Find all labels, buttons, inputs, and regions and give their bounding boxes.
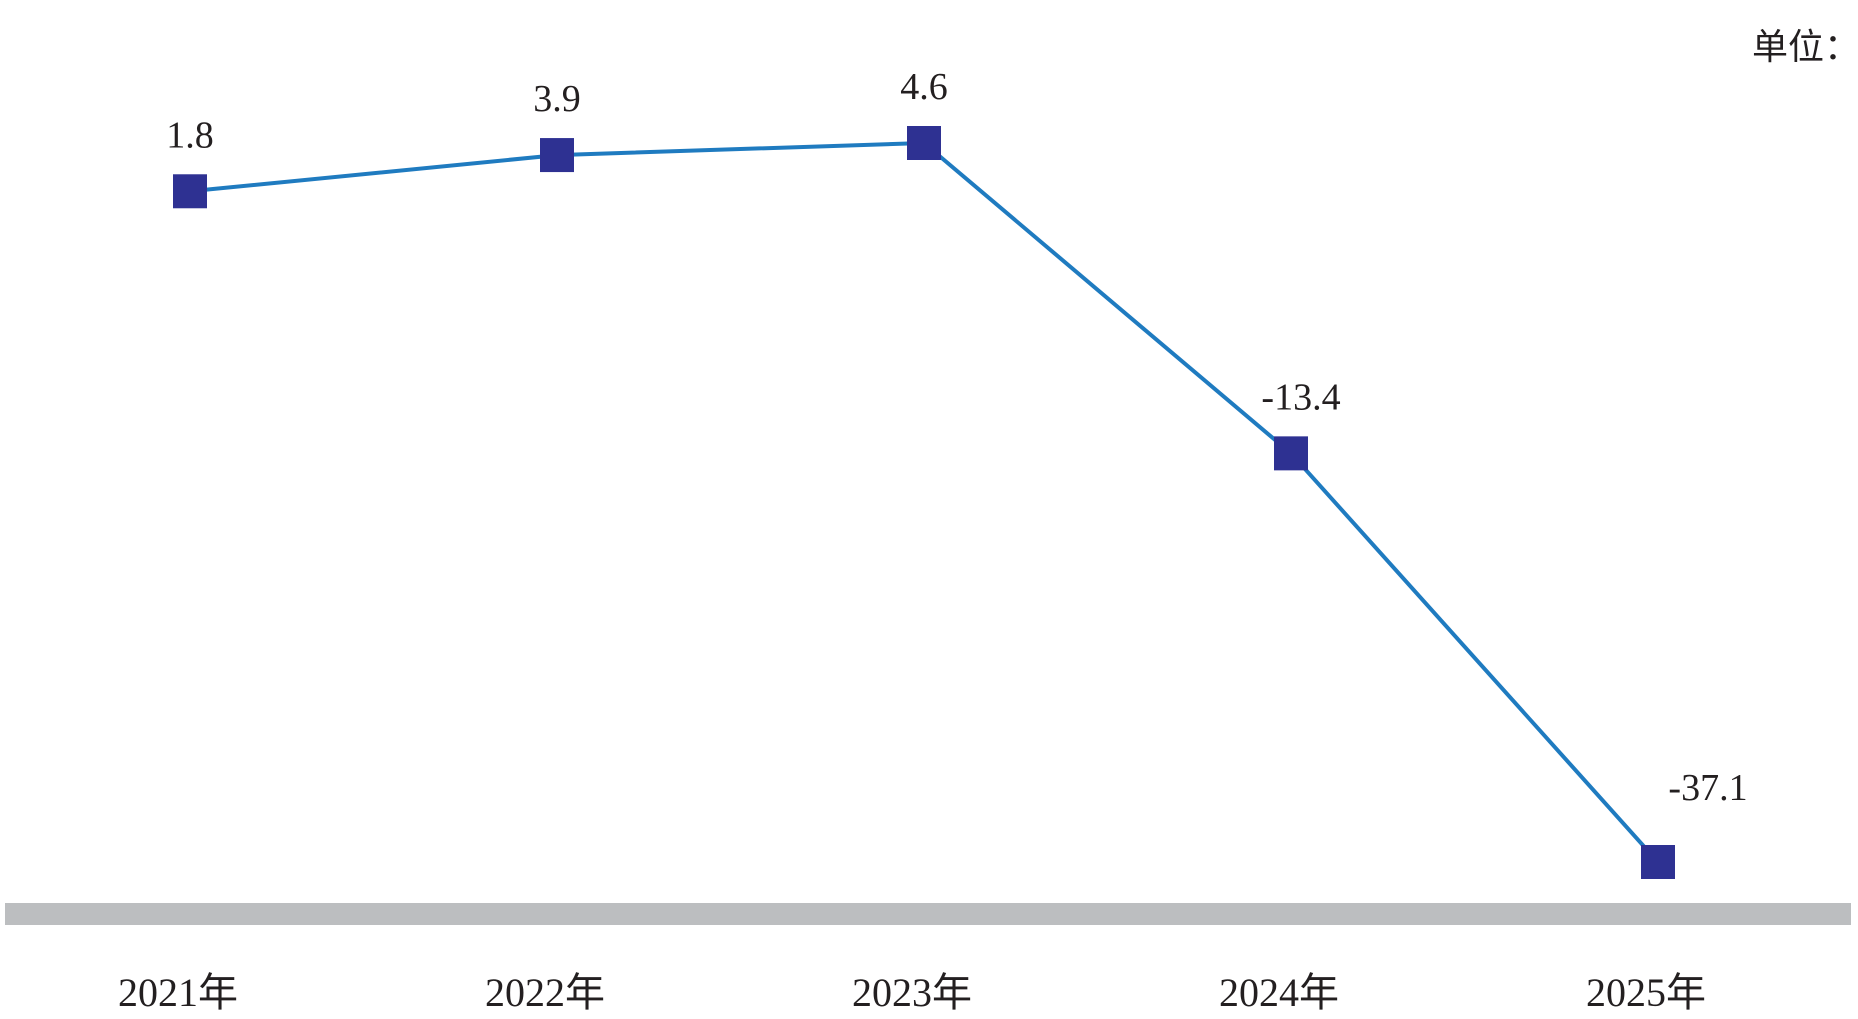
data-label-1: 1.8 xyxy=(166,114,214,156)
data-point-marker-2 xyxy=(540,138,574,173)
x-tick-label-3: 2023年 xyxy=(852,970,972,1015)
baseline-layer xyxy=(5,903,1851,925)
data-label-layer: 1.8 3.9 4.6 -13.4 -37.1 xyxy=(166,66,1747,809)
series-line-layer xyxy=(189,141,1660,864)
data-label-4: -13.4 xyxy=(1261,376,1340,418)
data-point-marker-4 xyxy=(1274,436,1308,471)
data-label-2: 3.9 xyxy=(533,78,581,120)
marker-layer xyxy=(173,126,1675,879)
data-label-5: -37.1 xyxy=(1668,767,1747,809)
data-point-marker-5 xyxy=(1641,845,1675,879)
series-line xyxy=(189,141,1660,864)
unit-label: 单位： xyxy=(1752,27,1858,67)
x-tick-layer: 2021年 2022年 2023年 2024年 2025年 xyxy=(118,970,1706,1015)
x-tick-label-1: 2021年 xyxy=(118,970,238,1015)
data-label-3: 4.6 xyxy=(900,66,948,108)
x-tick-label-2: 2022年 xyxy=(485,970,605,1015)
x-axis-baseline xyxy=(5,903,1851,925)
data-point-marker-1 xyxy=(173,174,207,209)
x-tick-label-4: 2024年 xyxy=(1219,970,1339,1015)
data-point-marker-3 xyxy=(907,126,941,160)
x-tick-label-5: 2025年 xyxy=(1586,970,1706,1015)
